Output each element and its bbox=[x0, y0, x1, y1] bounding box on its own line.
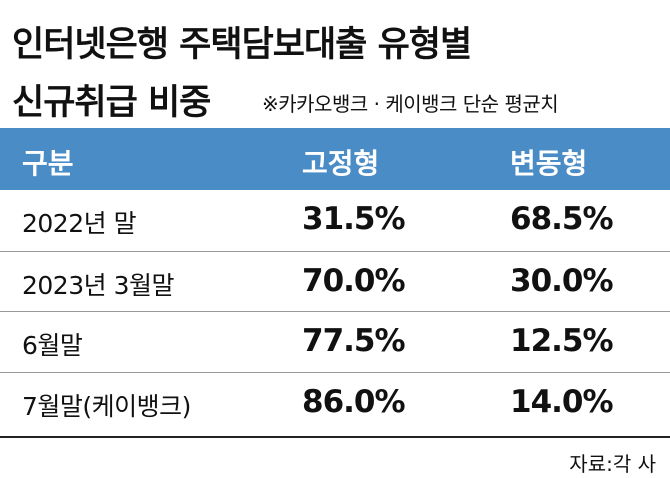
table-row: 2023년 3월말 70.0% 30.0% bbox=[0, 252, 670, 312]
table-header: 구분 고정형 변동형 bbox=[0, 128, 670, 190]
cell-value: 14.0% bbox=[510, 384, 614, 420]
cell-value: 30.0% bbox=[510, 263, 614, 299]
row-label: 7월말(케이뱅크) bbox=[22, 392, 191, 421]
row-label: 2022년 말 bbox=[22, 209, 137, 238]
header-cell: 변동형 bbox=[510, 147, 588, 180]
table-row: 6월말 77.5% 12.5% bbox=[0, 312, 670, 373]
cell-value: 12.5% bbox=[510, 323, 614, 359]
table-row: 2022년 말 31.5% 68.5% bbox=[0, 190, 670, 252]
table-bottom-rule bbox=[0, 436, 670, 438]
header-cell: 구분 bbox=[22, 147, 74, 180]
source: 자료:각 사 bbox=[569, 452, 656, 476]
title-line: 인터넷은행 주택담보대출 유형별 bbox=[12, 25, 472, 65]
header-cell: 고정형 bbox=[302, 147, 380, 180]
row-label: 6월말 bbox=[22, 331, 83, 360]
row-label: 2023년 3월말 bbox=[22, 271, 174, 300]
cell-value: 68.5% bbox=[510, 201, 614, 237]
table-row: 7월말(케이뱅크) 86.0% 14.0% bbox=[0, 373, 670, 436]
cell-value: 31.5% bbox=[302, 201, 406, 237]
title-line: 신규취급 비중 bbox=[12, 83, 211, 123]
cell-value: 77.5% bbox=[302, 323, 406, 359]
note: ※카카오뱅크 · 케이뱅크 단순 평균치 bbox=[262, 92, 559, 116]
cell-value: 70.0% bbox=[302, 263, 406, 299]
cell-value: 86.0% bbox=[302, 384, 406, 420]
